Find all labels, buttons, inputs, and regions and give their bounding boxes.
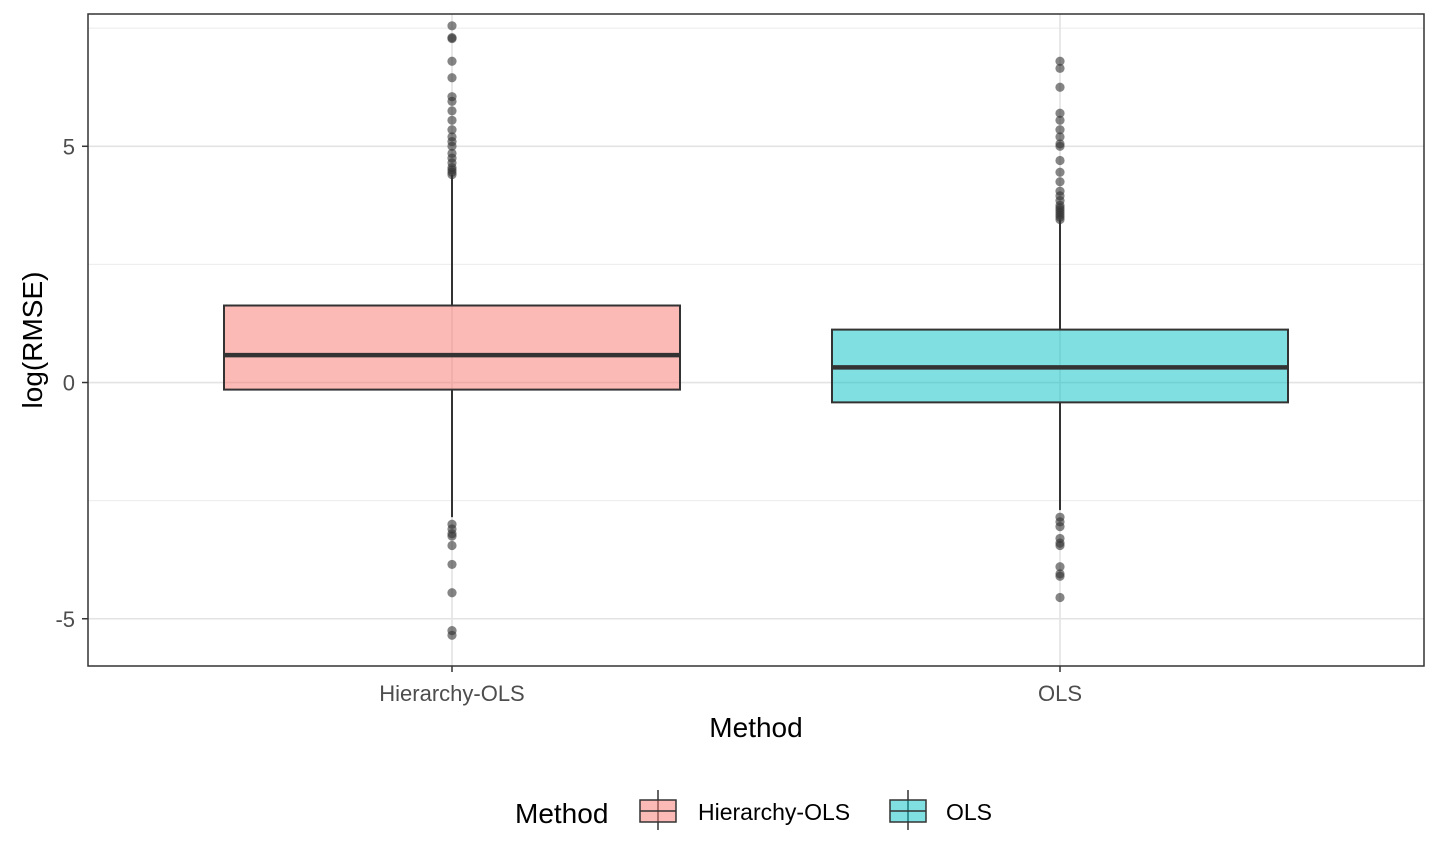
legend: Method Hierarchy-OLS OLS: [515, 790, 992, 830]
outlier-point: [1055, 141, 1065, 151]
outlier-point: [447, 170, 457, 180]
plot-border: [87, 13, 1425, 667]
box-ols: [831, 56, 1289, 603]
axis-layer: -5 0 5 Hierarchy-OLS OLS: [55, 134, 1082, 706]
legend-title: Method: [515, 798, 608, 829]
outlier-point: [447, 540, 457, 551]
y-tick-label: 5: [63, 134, 75, 159]
outlier-point: [1055, 214, 1065, 225]
outlier-point: [1055, 132, 1065, 142]
x-tick-label: OLS: [1038, 681, 1082, 706]
outlier-point: [447, 588, 457, 598]
y-tick-label: -5: [55, 607, 75, 632]
x-tick-label: Hierarchy-OLS: [379, 681, 524, 706]
outlier-point: [1055, 177, 1065, 187]
outlier-point: [1055, 108, 1065, 118]
outlier-point: [447, 56, 457, 66]
box-iqr: [223, 304, 681, 391]
outlier-point: [1055, 63, 1065, 73]
outlier-point: [1055, 522, 1065, 532]
outlier-point: [1055, 592, 1065, 603]
outlier-point: [1055, 540, 1065, 551]
outlier-point: [1055, 155, 1065, 166]
legend-label: OLS: [946, 799, 992, 825]
outlier-point: [447, 125, 457, 135]
outlier-point: [1055, 125, 1065, 135]
outlier-point: [447, 106, 457, 116]
outlier-point: [1055, 82, 1065, 92]
outlier-point: [1055, 571, 1065, 581]
outlier-point: [447, 73, 457, 83]
outlier-point: [447, 115, 457, 125]
outlier-point: [447, 33, 457, 44]
outlier-point: [447, 21, 457, 31]
y-axis-title: log(RMSE): [17, 272, 48, 409]
legend-key: [889, 790, 927, 830]
x-axis-title: Method: [709, 712, 802, 743]
y-tick-label: 0: [63, 371, 75, 396]
outlier-point: [1055, 562, 1065, 572]
outlier-point: [447, 141, 457, 151]
outlier-point: [447, 559, 457, 570]
legend-key: [639, 790, 677, 830]
box-hierarchy-ols: [223, 21, 681, 640]
outlier-point: [447, 531, 457, 541]
outlier-point: [1055, 167, 1065, 177]
outlier-point: [1055, 115, 1065, 125]
outlier-point: [447, 630, 457, 640]
outlier-point: [1055, 56, 1065, 66]
box-layer: [223, 21, 1289, 640]
legend-label: Hierarchy-OLS: [698, 799, 850, 825]
outlier-point: [447, 96, 457, 107]
